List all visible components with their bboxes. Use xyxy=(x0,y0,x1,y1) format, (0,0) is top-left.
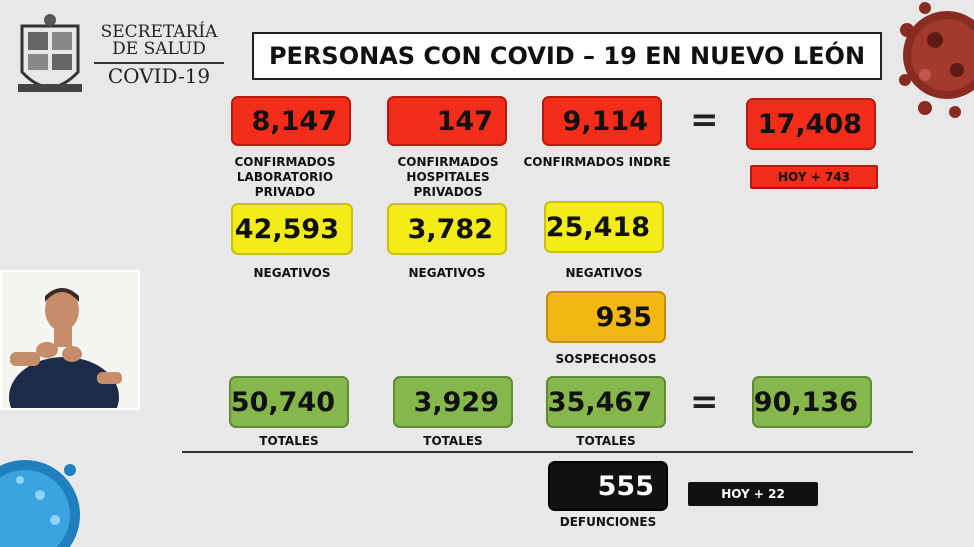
org-name: SECRETARÍA DE SALUD COVID-19 xyxy=(94,24,224,88)
negatives-col1-box: 42,593 xyxy=(231,203,353,255)
confirmed-private-hosp-value: 147 xyxy=(436,105,493,137)
confirmed-total-value: 17,408 xyxy=(757,108,862,140)
negatives-col3-label: NEGATIVOS xyxy=(565,266,643,280)
confirmed-private-lab-value: 8,147 xyxy=(251,105,337,137)
suspects-label: SOSPECHOSOS xyxy=(555,352,657,366)
virus-decoration-icon xyxy=(0,460,80,547)
interpreter-figure xyxy=(2,272,138,408)
org-line-2: DE SALUD xyxy=(112,39,206,59)
totals-col2-box: 3,929 xyxy=(393,376,513,428)
suspects-value: 935 xyxy=(595,301,652,333)
interpreter-video xyxy=(0,270,140,410)
page-title-text: PERSONAS CON COVID – 19 EN NUEVO LEÓN xyxy=(268,42,866,70)
confirmed-private-hosp-box: 147 xyxy=(387,96,507,146)
confirmed-total-box: 17,408 xyxy=(746,98,876,150)
totals-col1-value: 50,740 xyxy=(230,386,335,418)
totals-col3-box: 35,467 xyxy=(546,376,666,428)
totals-col1-box: 50,740 xyxy=(229,376,349,428)
deaths-label: DEFUNCIONES xyxy=(559,515,657,529)
totals-col3-label: TOTALES xyxy=(576,434,636,448)
state-seal-icon xyxy=(18,14,82,92)
negatives-col3-value: 25,418 xyxy=(545,211,650,243)
totals-grand-value: 90,136 xyxy=(753,386,858,418)
virus-decoration-icon xyxy=(899,2,974,118)
negatives-col2-value: 3,782 xyxy=(407,213,493,245)
totals-col2-value: 3,929 xyxy=(413,386,499,418)
negatives-col3-box: 25,418 xyxy=(544,201,664,253)
confirmed-private-lab-label: CONFIRMADOS LABORATORIO PRIVADO xyxy=(234,155,336,199)
totals-col3-value: 35,467 xyxy=(547,386,652,418)
equals-sign: = xyxy=(690,382,719,422)
confirmed-indre-box: 9,114 xyxy=(542,96,662,146)
section-divider xyxy=(182,451,913,453)
negatives-col2-label: NEGATIVOS xyxy=(408,266,486,280)
totals-col1-label: TOTALES xyxy=(259,434,319,448)
confirmed-indre-value: 9,114 xyxy=(562,105,648,137)
confirmed-today-badge: HOY + 743 xyxy=(750,165,878,189)
confirmed-indre-label: CONFIRMADOS INDRE xyxy=(523,155,671,169)
org-line-1: SECRETARÍA xyxy=(100,22,218,42)
totals-col2-label: TOTALES xyxy=(423,434,483,448)
deaths-value: 555 xyxy=(597,470,654,502)
org-divider xyxy=(94,62,224,64)
deaths-today-badge: HOY + 22 xyxy=(688,482,818,506)
org-line-3: COVID-19 xyxy=(107,64,211,88)
deaths-box: 555 xyxy=(548,461,668,511)
confirmed-private-hosp-label: CONFIRMADOS HOSPITALES PRIVADOS xyxy=(397,155,499,199)
totals-grand-box: 90,136 xyxy=(752,376,872,428)
negatives-col2-box: 3,782 xyxy=(387,203,507,255)
equals-sign: = xyxy=(690,100,719,140)
page-title: PERSONAS CON COVID – 19 EN NUEVO LEÓN xyxy=(252,32,882,80)
suspects-box: 935 xyxy=(546,291,666,343)
confirmed-private-lab-box: 8,147 xyxy=(231,96,351,146)
negatives-col1-label: NEGATIVOS xyxy=(253,266,331,280)
negatives-col1-value: 42,593 xyxy=(234,213,339,245)
